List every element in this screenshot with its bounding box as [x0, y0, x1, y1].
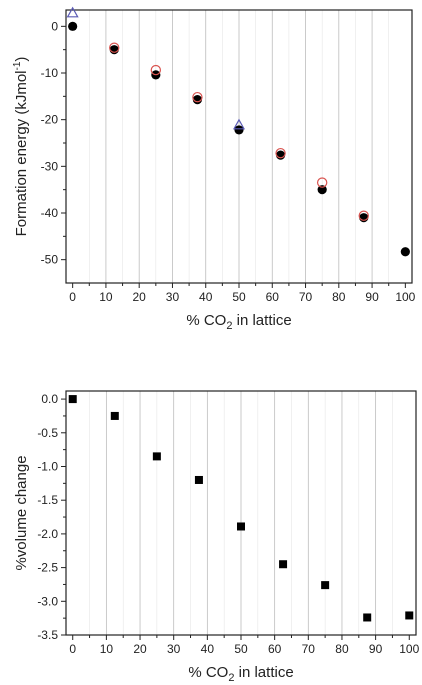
y-tick-label: -1.5 [37, 493, 58, 507]
x-tick-label: 0 [69, 290, 76, 304]
x-tick-label: 20 [133, 642, 147, 656]
x-tick-label: 50 [232, 290, 246, 304]
y-tick-label: 0 [51, 19, 58, 33]
x-tick-label: 40 [201, 642, 215, 656]
data-point-filled-circle [400, 247, 410, 257]
y-tick-label: -3.0 [37, 594, 58, 608]
x-tick-label: 50 [234, 642, 248, 656]
data-point-open-triangle [232, 118, 246, 130]
y-tick-label: 0.0 [41, 392, 58, 406]
data-point-filled-square [110, 411, 119, 420]
x-tick-label: 60 [268, 642, 282, 656]
data-point-filled-circle [192, 95, 203, 105]
y-axis-title: Formation energy (kJmol-1) [12, 57, 30, 237]
x-tick-label: 100 [395, 290, 415, 304]
data-point-filled-square [363, 613, 372, 622]
y-tick-label: -2.0 [37, 527, 58, 541]
x-tick-label: 90 [369, 642, 383, 656]
data-point-open-circle [150, 64, 162, 76]
y-tick-label: -3.5 [37, 628, 58, 642]
y-tick-label: -20 [41, 113, 59, 127]
x-tick-label: 70 [299, 290, 313, 304]
data-point-filled-square [194, 475, 203, 484]
y-tick-label: -1.0 [37, 459, 58, 473]
x-tick-label: 80 [332, 290, 346, 304]
y-tick-label: -0.5 [37, 426, 58, 440]
x-tick-label: 100 [399, 642, 419, 656]
data-point-open-circle [192, 91, 203, 103]
x-tick-label: 0 [69, 642, 76, 656]
data-point-filled-square [152, 452, 161, 461]
x-tick-label: 80 [335, 642, 349, 656]
x-tick-label: 30 [167, 642, 181, 656]
x-tick-label: 40 [199, 290, 213, 304]
data-point-filled-circle [317, 185, 327, 195]
data-point-filled-circle [234, 125, 244, 135]
y-tick-label: -2.5 [37, 561, 58, 575]
x-tick-label: 30 [166, 290, 180, 304]
x-tick-label: 60 [266, 290, 280, 304]
data-point-filled-square [68, 395, 77, 404]
data-point-open-circle [358, 210, 369, 221]
data-point-filled-circle [68, 21, 78, 31]
data-point-filled-square [237, 522, 245, 531]
y-axis-title: %volume change [13, 455, 30, 570]
y-tick-label: -30 [41, 159, 59, 173]
data-point-open-triangle [66, 6, 79, 18]
formation-energy-chart: 0 10 20 30 40 50 60 70 80 90 100 0 -10 -20 -30 -40 -50 % … [12, 6, 416, 332]
x-axis-title: % CO2 in lattice [188, 664, 293, 684]
data-point-open-circle [316, 177, 328, 188]
data-point-open-circle [275, 147, 286, 159]
volume-change-chart: 0 10 20 30 40 50 60 70 80 90 100 0.0 -0.5 -1.0 -1.5 -2.… [13, 390, 420, 684]
x-tick-label: 90 [365, 290, 379, 304]
x-tick-label: 10 [99, 290, 113, 304]
y-tick-label: -10 [41, 66, 59, 80]
x-tick-label: 10 [100, 642, 114, 656]
x-axis-title: % CO2 in lattice [186, 312, 291, 332]
data-point-filled-square [321, 581, 330, 590]
y-tick-label: -50 [41, 253, 59, 267]
data-point-open-circle [109, 42, 120, 53]
data-point-filled-square [405, 611, 414, 620]
y-tick-label: -40 [41, 206, 59, 220]
x-tick-label: 20 [133, 290, 147, 304]
x-tick-label: 70 [302, 642, 316, 656]
data-point-filled-square [279, 560, 288, 569]
